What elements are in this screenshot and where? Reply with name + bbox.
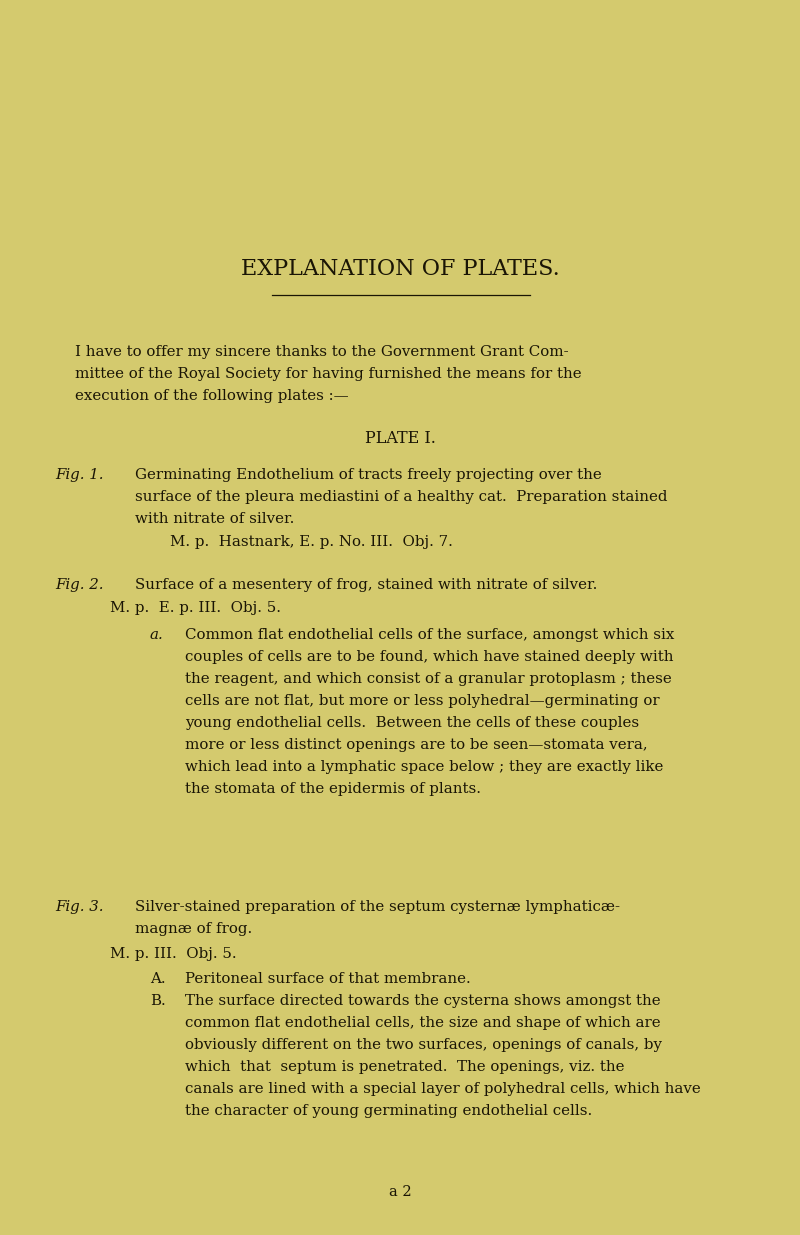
Text: common flat endothelial cells, the size and shape of which are: common flat endothelial cells, the size … [185, 1016, 661, 1030]
Text: I have to offer my sincere thanks to the Government Grant Com-: I have to offer my sincere thanks to the… [75, 345, 569, 359]
Text: the reagent, and which consist of a granular protoplasm ; these: the reagent, and which consist of a gran… [185, 672, 672, 685]
Text: B.: B. [150, 994, 166, 1008]
Text: M. p.  Hastnark, E. p. No. III.  Obj. 7.: M. p. Hastnark, E. p. No. III. Obj. 7. [170, 535, 453, 550]
Text: execution of the following plates :—: execution of the following plates :— [75, 389, 349, 403]
Text: cells are not flat, but more or less polyhedral—germinating or: cells are not flat, but more or less pol… [185, 694, 660, 708]
Text: obviously different on the two surfaces, openings of canals, by: obviously different on the two surfaces,… [185, 1037, 662, 1052]
Text: The surface directed towards the cysterna shows amongst the: The surface directed towards the cystern… [185, 994, 661, 1008]
Text: magnæ of frog.: magnæ of frog. [135, 923, 252, 936]
Text: Silver-stained preparation of the septum cysternæ lymphaticæ-: Silver-stained preparation of the septum… [135, 900, 620, 914]
Text: with nitrate of silver.: with nitrate of silver. [135, 513, 294, 526]
Text: Surface of a mesentery of frog, stained with nitrate of silver.: Surface of a mesentery of frog, stained … [135, 578, 598, 592]
Text: EXPLANATION OF PLATES.: EXPLANATION OF PLATES. [241, 258, 559, 280]
Text: which lead into a lymphatic space below ; they are exactly like: which lead into a lymphatic space below … [185, 760, 663, 774]
Text: Peritoneal surface of that membrane.: Peritoneal surface of that membrane. [185, 972, 470, 986]
Text: the stomata of the epidermis of plants.: the stomata of the epidermis of plants. [185, 782, 481, 797]
Text: more or less distinct openings are to be seen—stomata vera,: more or less distinct openings are to be… [185, 739, 648, 752]
Text: a.: a. [150, 629, 164, 642]
Text: the character of young germinating endothelial cells.: the character of young germinating endot… [185, 1104, 592, 1118]
Text: Fig. 3.: Fig. 3. [55, 900, 103, 914]
Text: M. p.  E. p. III.  Obj. 5.: M. p. E. p. III. Obj. 5. [110, 601, 281, 615]
Text: couples of cells are to be found, which have stained deeply with: couples of cells are to be found, which … [185, 650, 674, 664]
Text: A.: A. [150, 972, 166, 986]
Text: which  that  septum is penetrated.  The openings, viz. the: which that septum is penetrated. The ope… [185, 1060, 625, 1074]
Text: PLATE I.: PLATE I. [365, 430, 435, 447]
Text: mittee of the Royal Society for having furnished the means for the: mittee of the Royal Society for having f… [75, 367, 582, 382]
Text: canals are lined with a special layer of polyhedral cells, which have: canals are lined with a special layer of… [185, 1082, 701, 1095]
Text: a 2: a 2 [389, 1186, 411, 1199]
Text: Germinating Endothelium of tracts freely projecting over the: Germinating Endothelium of tracts freely… [135, 468, 602, 482]
Text: Fig. 1.: Fig. 1. [55, 468, 103, 482]
Text: young endothelial cells.  Between the cells of these couples: young endothelial cells. Between the cel… [185, 716, 639, 730]
Text: M. p. III.  Obj. 5.: M. p. III. Obj. 5. [110, 947, 237, 961]
Text: surface of the pleura mediastini of a healthy cat.  Preparation stained: surface of the pleura mediastini of a he… [135, 490, 667, 504]
Text: Common flat endothelial cells of the surface, amongst which six: Common flat endothelial cells of the sur… [185, 629, 674, 642]
Text: Fig. 2.: Fig. 2. [55, 578, 103, 592]
